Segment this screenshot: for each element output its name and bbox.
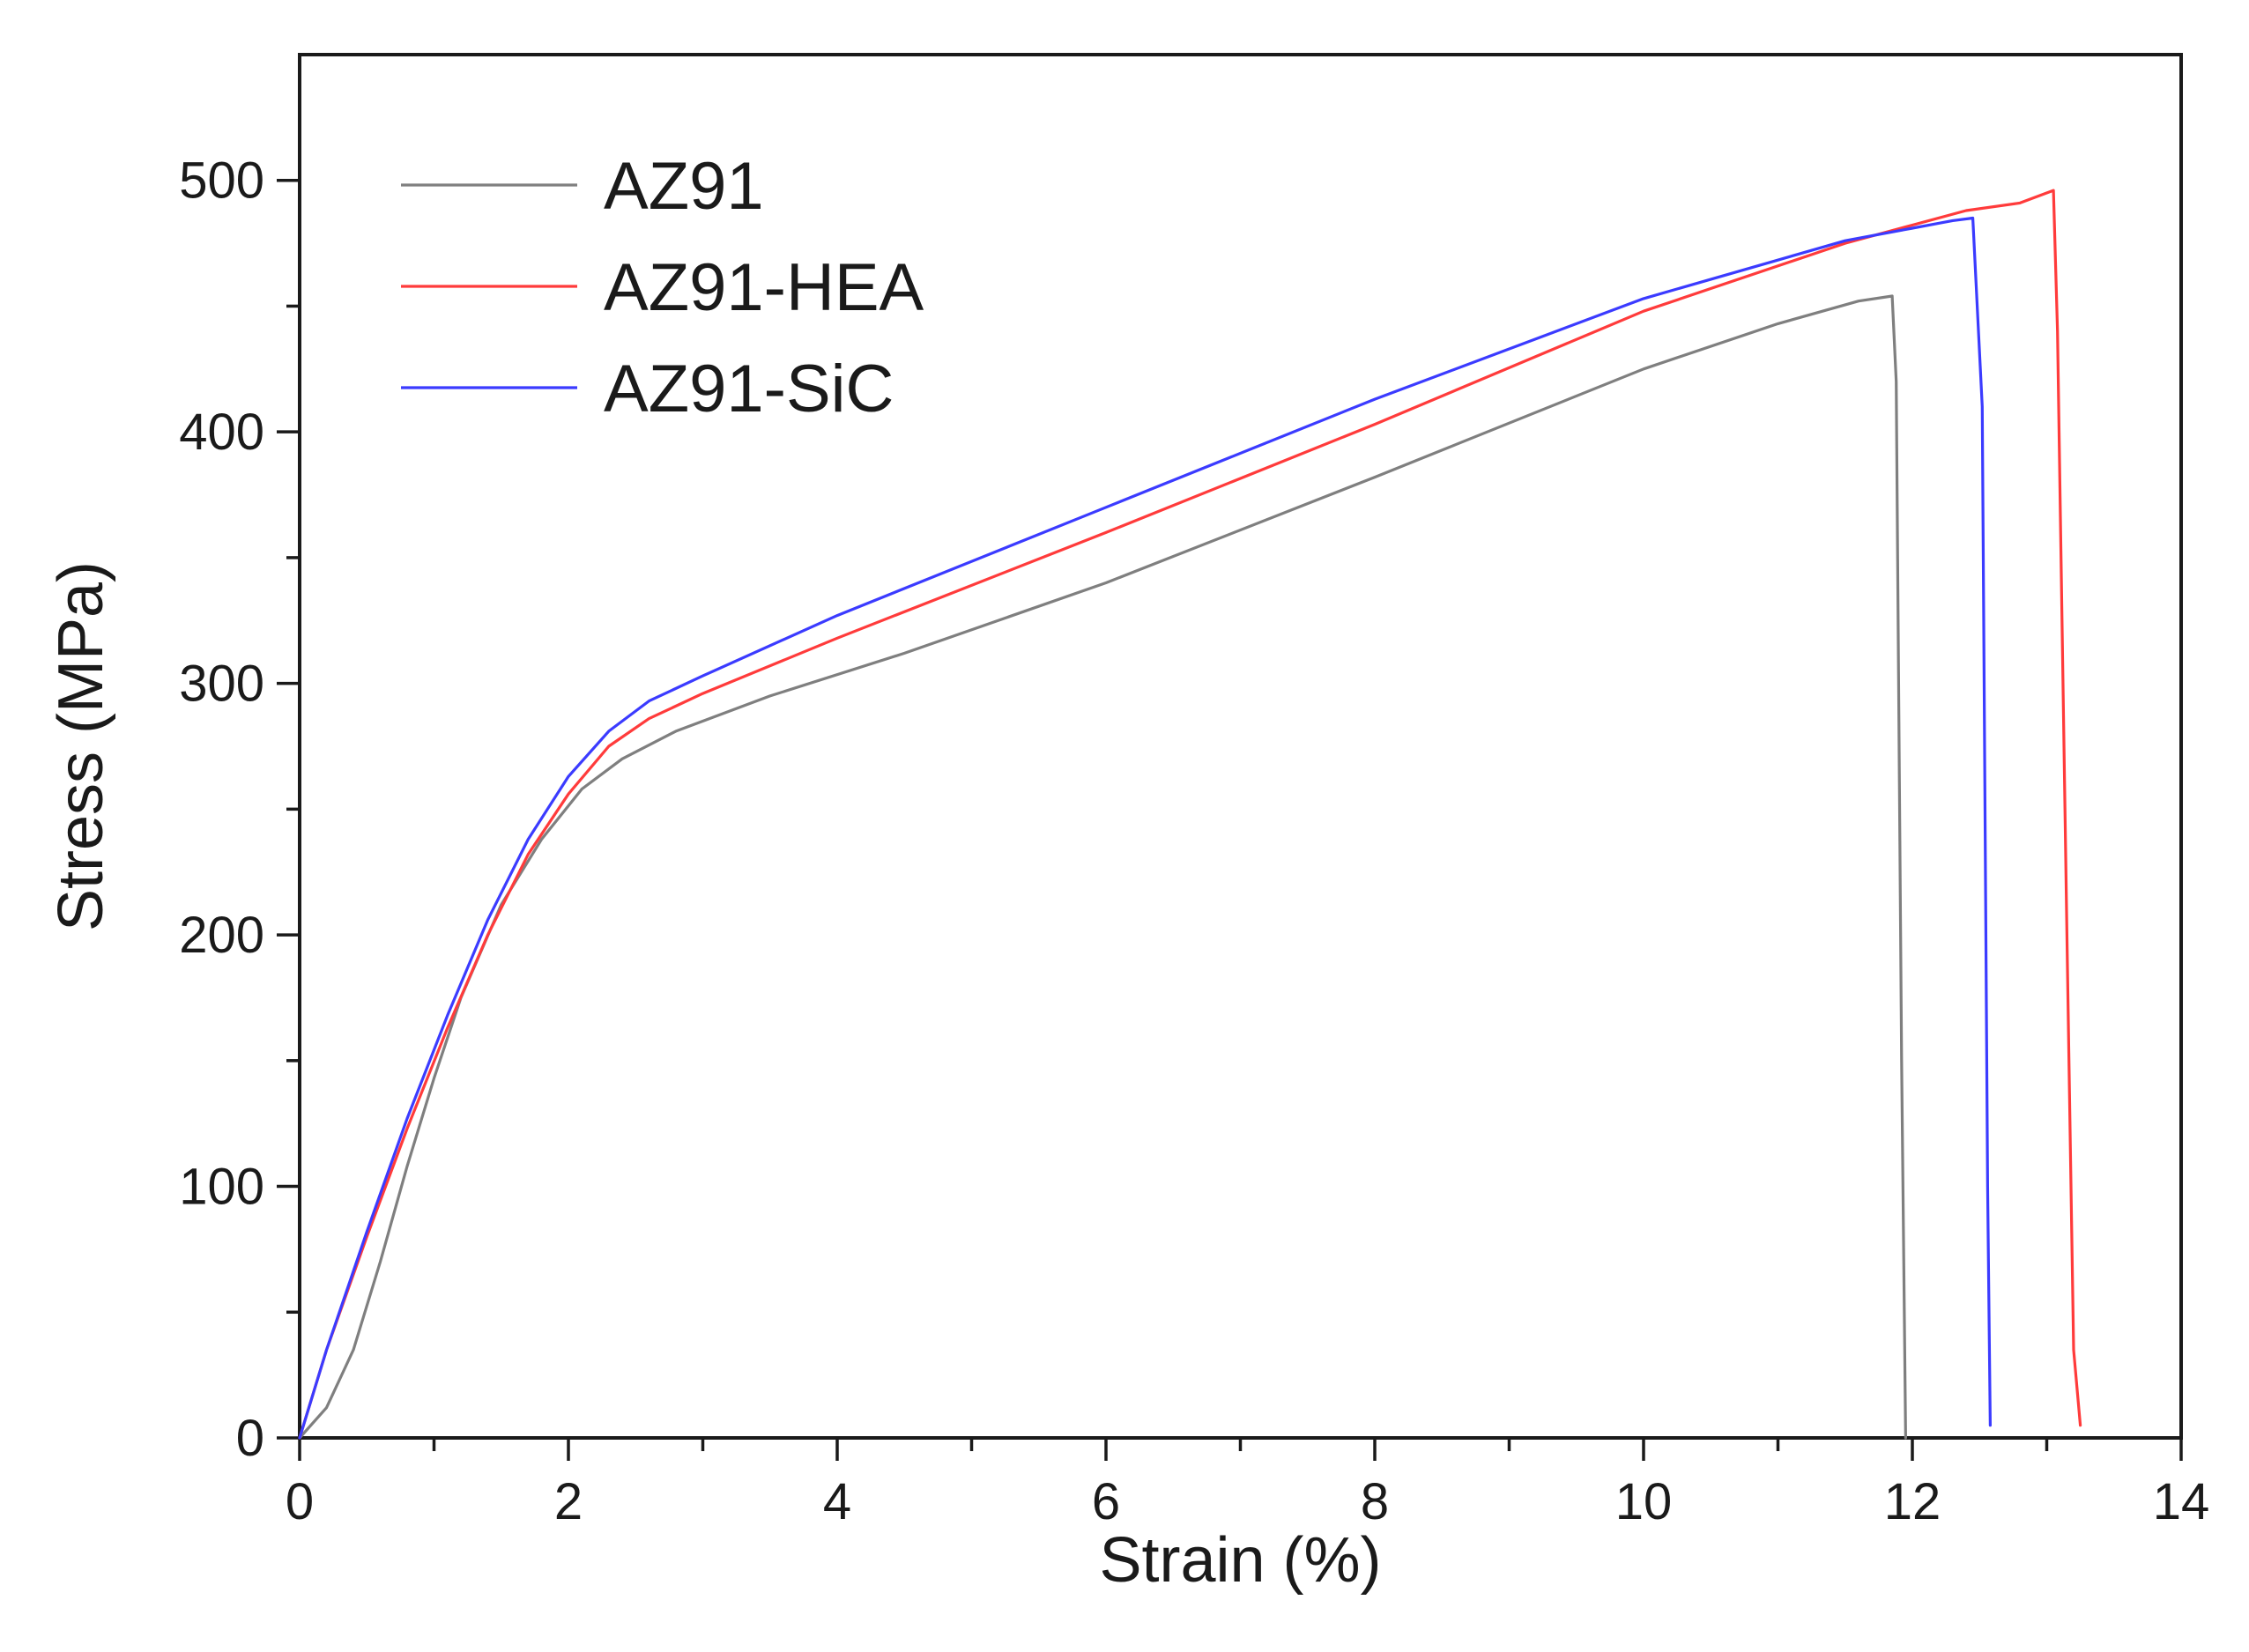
x-tick-label: 6	[1092, 1473, 1120, 1530]
legend-label-az91-hea: AZ91-HEA	[604, 250, 924, 325]
data-series	[298, 189, 2082, 1440]
axis-ticks	[277, 178, 2183, 1461]
y-tick-label: 200	[179, 907, 264, 964]
y-axis-title: Stress (MPa)	[46, 561, 116, 931]
y-tick-label: 100	[179, 1159, 264, 1216]
legend: AZ91 AZ91-HEA AZ91-SiC	[401, 149, 924, 426]
axis-tick-labels: 0 2 4 6 8 10 12 14 0 100 200 300 400 500	[179, 152, 2209, 1530]
legend-label-az91: AZ91	[604, 149, 764, 224]
x-tick-label: 12	[1884, 1473, 1941, 1530]
x-tick-label: 8	[1361, 1473, 1389, 1530]
x-tick-label: 14	[2153, 1473, 2210, 1530]
y-tick-label: 500	[179, 152, 264, 210]
x-tick-label: 10	[1615, 1473, 1673, 1530]
y-tick-label: 0	[236, 1410, 264, 1467]
series-line-az91-hea	[298, 189, 2082, 1440]
x-tick-label: 2	[554, 1473, 583, 1530]
series-line-az91	[298, 294, 1907, 1440]
series-line-az91-sic	[298, 216, 1992, 1440]
legend-label-az91-sic: AZ91-SiC	[604, 352, 894, 426]
x-tick-label: 4	[823, 1473, 851, 1530]
x-axis-title: Strain (%)	[1099, 1525, 1381, 1596]
x-tick-label: 0	[286, 1473, 314, 1530]
y-tick-label: 300	[179, 656, 264, 713]
y-tick-label: 400	[179, 404, 264, 461]
